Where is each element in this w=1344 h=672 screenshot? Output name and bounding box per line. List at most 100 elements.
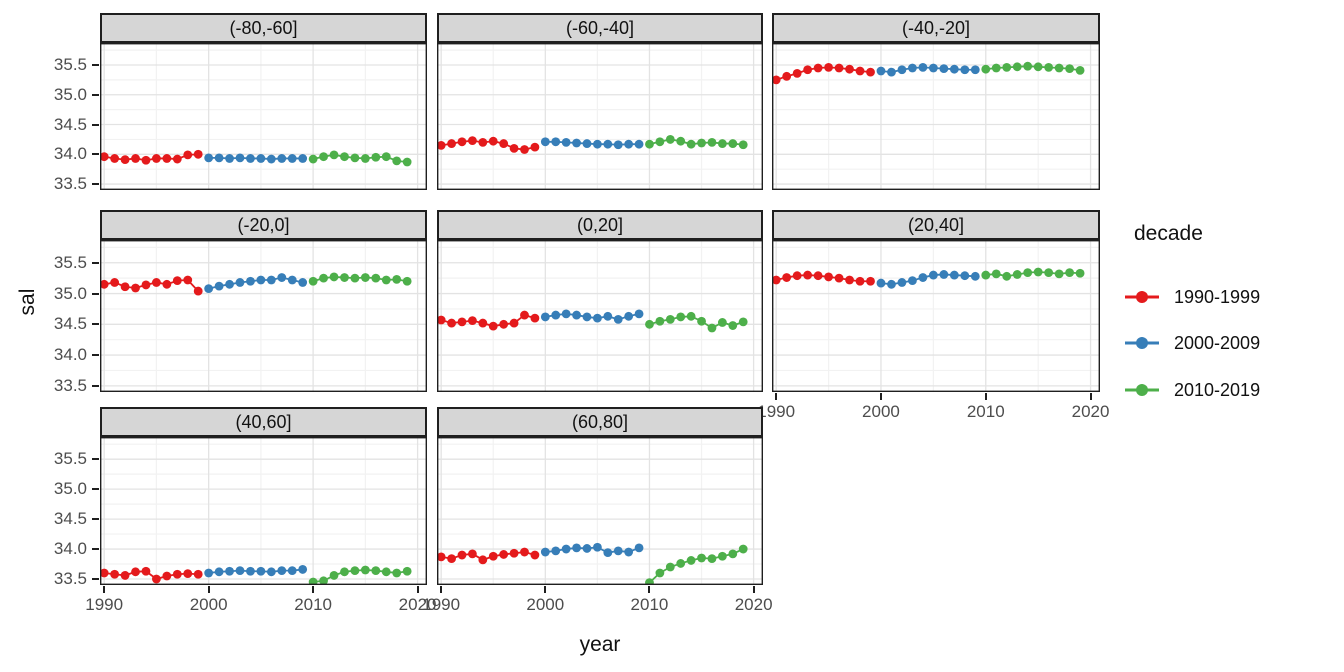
legend-title: decade <box>1134 222 1203 245</box>
facet-strip: (0,20] <box>437 210 763 240</box>
data-point <box>939 270 949 279</box>
data-point <box>298 278 308 287</box>
y-tick-label: 34.5 <box>53 114 87 134</box>
data-point <box>738 140 748 150</box>
y-tick-label: 35.0 <box>53 479 87 499</box>
data-point <box>772 275 781 285</box>
data-point <box>447 318 456 328</box>
data-point <box>152 278 161 287</box>
data-point <box>100 279 109 289</box>
x-tick-mark <box>416 586 419 593</box>
data-point <box>214 281 224 291</box>
data-point <box>592 139 602 149</box>
data-point <box>499 550 509 559</box>
data-point <box>204 153 214 163</box>
data-point <box>371 152 381 162</box>
data-point <box>939 64 949 73</box>
data-point <box>803 65 813 75</box>
y-tick-mark <box>92 153 99 156</box>
data-point <box>561 309 571 319</box>
series-line <box>312 153 408 163</box>
data-point <box>782 71 792 81</box>
data-point <box>371 273 381 283</box>
data-point <box>319 273 328 283</box>
facet-panel <box>437 240 763 392</box>
y-tick-label: 34.0 <box>53 144 87 164</box>
data-point <box>437 315 446 325</box>
data-point <box>582 544 592 553</box>
data-point <box>717 551 727 561</box>
y-tick-mark <box>92 384 99 387</box>
data-point <box>592 542 602 552</box>
data-point <box>468 316 477 326</box>
data-point <box>530 313 540 323</box>
data-point <box>855 66 865 76</box>
data-point <box>1023 268 1033 278</box>
series-line <box>648 548 744 584</box>
data-point <box>235 278 245 287</box>
data-point <box>960 271 970 281</box>
data-point <box>530 142 540 152</box>
data-point <box>340 152 349 162</box>
data-point <box>447 139 456 148</box>
data-point <box>509 318 519 328</box>
data-point <box>277 566 287 576</box>
data-point <box>603 548 613 558</box>
data-point <box>193 149 203 159</box>
data-point <box>834 273 844 283</box>
data-point <box>645 139 654 149</box>
x-tick-label: 2020 <box>398 595 437 614</box>
series-line <box>313 569 408 583</box>
data-point <box>298 565 308 574</box>
x-tick-label: 2010 <box>630 595 669 614</box>
data-point <box>214 567 224 577</box>
data-point <box>1065 268 1075 278</box>
data-point <box>876 66 886 76</box>
y-tick-label: 35.5 <box>53 252 87 272</box>
data-point <box>100 152 109 162</box>
data-point <box>402 276 412 286</box>
series-line <box>441 551 536 561</box>
data-point <box>572 310 581 320</box>
data-point <box>256 275 266 285</box>
data-point <box>437 552 446 562</box>
data-point <box>540 137 550 147</box>
y-tick-mark <box>92 292 99 295</box>
legend-entry-label: 1990-1999 <box>1174 286 1261 307</box>
facet-strip: (-60,-40] <box>437 13 763 43</box>
data-point <box>350 273 360 283</box>
series-line <box>545 546 640 554</box>
series-line <box>104 570 199 580</box>
data-point <box>530 550 540 560</box>
data-point <box>582 312 592 322</box>
data-point <box>225 154 234 163</box>
data-point <box>468 136 477 146</box>
series-line <box>312 276 408 283</box>
data-point <box>918 273 928 282</box>
data-point <box>561 544 571 554</box>
series-line <box>441 139 536 151</box>
data-point <box>277 273 287 282</box>
data-point <box>655 137 665 147</box>
data-point <box>256 566 266 576</box>
data-point <box>298 154 308 163</box>
data-point <box>655 568 665 578</box>
data-point <box>728 549 738 559</box>
data-point <box>256 154 266 163</box>
data-point <box>329 150 339 160</box>
y-tick-mark <box>92 183 99 186</box>
data-point <box>561 137 571 147</box>
data-point <box>162 279 172 289</box>
x-tick-mark <box>775 393 778 400</box>
data-point <box>1075 65 1085 75</box>
data-point <box>266 567 276 577</box>
data-point <box>717 318 727 327</box>
data-point <box>100 568 109 578</box>
data-point <box>645 319 654 329</box>
data-point <box>582 139 592 148</box>
y-tick-label: 34.0 <box>53 345 87 365</box>
data-point <box>960 65 970 75</box>
data-point <box>866 67 875 77</box>
x-axis-title: year <box>579 633 621 656</box>
data-point <box>1002 63 1012 72</box>
